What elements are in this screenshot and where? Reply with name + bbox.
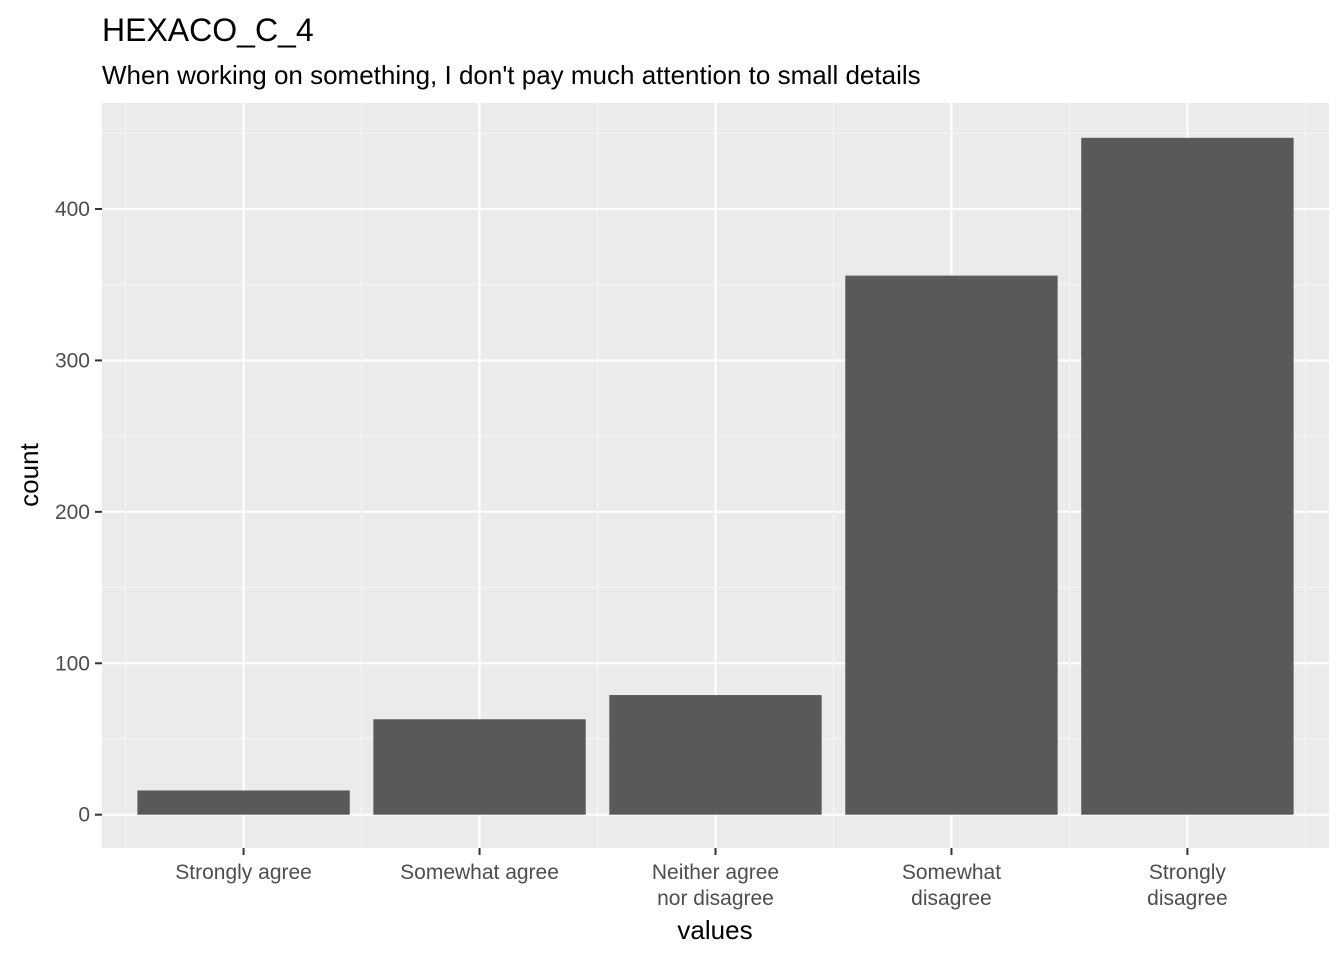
- y-tick-label: 400: [55, 198, 90, 221]
- chart-subtitle: When working on something, I don't pay m…: [102, 60, 921, 90]
- bars: [137, 137, 1294, 815]
- y-axis-title: count: [14, 442, 44, 506]
- x-tick-label-line: Somewhat: [902, 861, 1001, 884]
- x-axis: Strongly agree Somewhat agree Neither agre…: [175, 848, 1228, 910]
- y-tick-label: 100: [55, 652, 90, 675]
- x-tick-label-line: Strongly: [1149, 861, 1227, 884]
- x-axis-title: values: [677, 915, 752, 945]
- bar: [609, 695, 822, 815]
- y-tick-label: 300: [55, 349, 90, 372]
- x-tick-label-line: nor disagree: [657, 887, 774, 910]
- x-tick-label-line: disagree: [911, 887, 992, 910]
- chart-title: HEXACO_C_4: [102, 12, 314, 48]
- x-tick-label-line: disagree: [1147, 887, 1228, 910]
- x-tick-label-line: Strongly agree: [175, 861, 312, 884]
- x-tick-label-line: Somewhat agree: [400, 861, 559, 884]
- bar: [1081, 137, 1294, 815]
- bar: [845, 275, 1058, 815]
- x-tick-label: Neither agree nor disagree: [652, 861, 779, 910]
- x-tick-label: Somewhat agree: [400, 861, 559, 884]
- y-tick-label: 200: [55, 501, 90, 524]
- x-tick-label: Strongly agree: [175, 861, 312, 884]
- y-tick-label: 0: [78, 804, 90, 827]
- x-tick-label-line: Neither agree: [652, 861, 779, 884]
- bar: [373, 719, 586, 815]
- bar: [137, 790, 350, 815]
- x-tick-label: Strongly disagree: [1147, 861, 1228, 910]
- x-tick-label: Somewhat disagree: [902, 861, 1001, 910]
- y-axis: 0 100 200 300 400: [55, 198, 102, 827]
